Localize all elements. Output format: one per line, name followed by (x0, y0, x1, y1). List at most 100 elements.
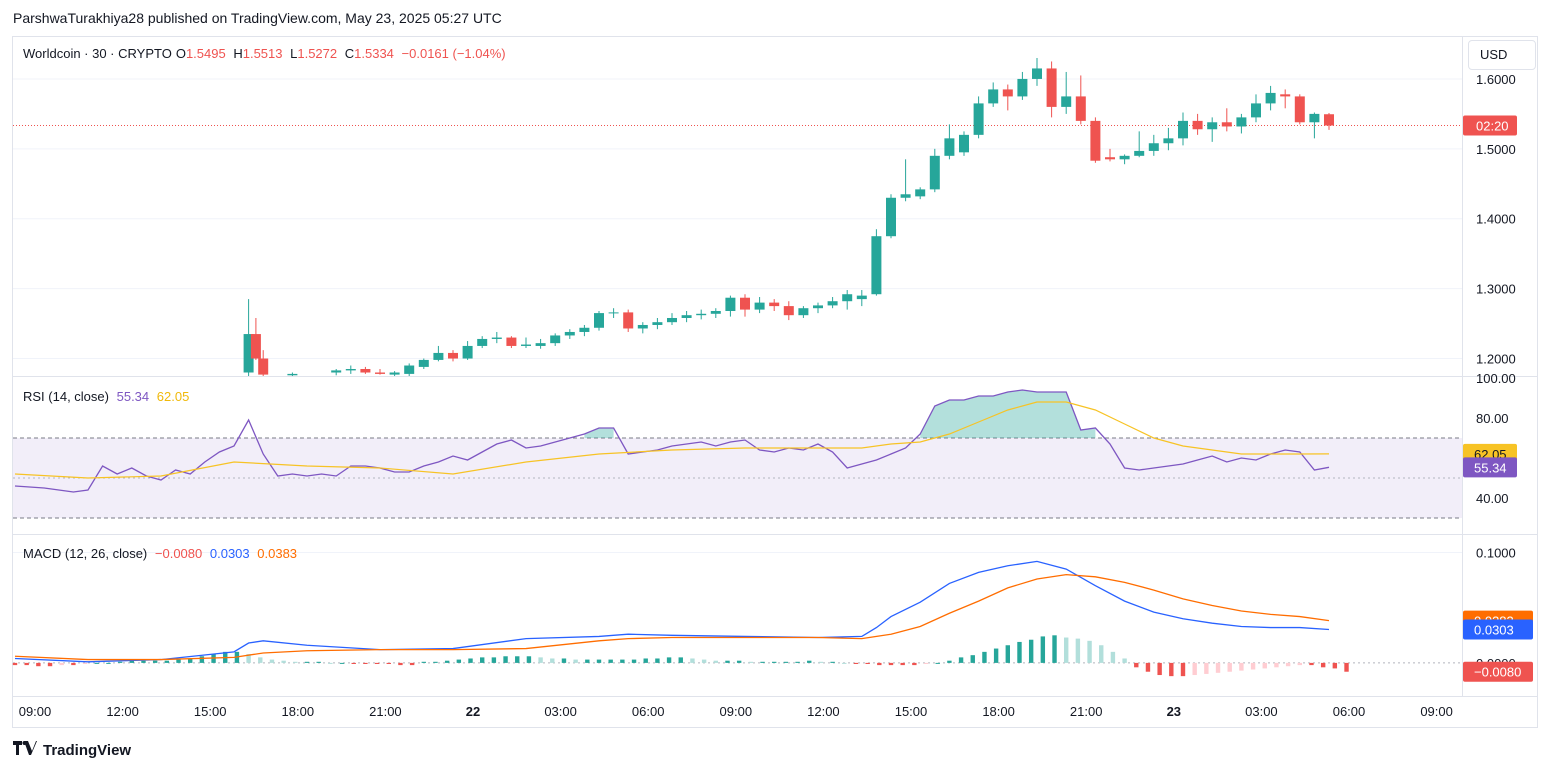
macd-axis-tick: 0.1000 (1476, 546, 1516, 561)
candle-body (579, 327, 590, 332)
candle-body (813, 305, 823, 309)
candle-body (710, 310, 721, 314)
price-candle (1324, 112, 1334, 130)
candle-body (798, 308, 809, 316)
candle-body (1265, 92, 1276, 104)
time-axis-tick: 12:00 (807, 704, 840, 719)
macd-histogram-bar (830, 661, 835, 663)
macd-histogram-bar (281, 660, 286, 663)
countdown-label: 02:20 (1476, 118, 1509, 133)
price-candle (856, 290, 867, 307)
macd-histogram-bar (293, 661, 298, 663)
macd-histogram-bar (316, 661, 321, 663)
candle-body (1251, 103, 1261, 118)
macd-histogram-bar (561, 658, 567, 663)
price-candle (1236, 113, 1247, 134)
macd-histogram-bar (631, 659, 637, 663)
price-candle (250, 317, 261, 360)
symbol-label[interactable]: Worldcoin · 30 · CRYPTO (23, 46, 172, 61)
price-candle (287, 372, 298, 376)
price-candle (491, 331, 502, 344)
macd-hist-value: −0.0080 (154, 546, 203, 561)
time-axis-tick: 12:00 (106, 704, 139, 719)
candle-body (944, 138, 955, 156)
price-candle (1105, 148, 1115, 162)
candle-body (389, 372, 400, 375)
candle-body (1163, 138, 1174, 144)
candle-body (667, 317, 677, 323)
candle-body (1309, 113, 1320, 123)
price-candle (418, 358, 429, 370)
price-candle (973, 96, 984, 139)
price-candle (1134, 131, 1145, 158)
macd-histogram-bar (1075, 638, 1081, 663)
footer-brand-name: TradingView (43, 741, 132, 759)
price-candle (1148, 134, 1159, 156)
candle-body (448, 352, 458, 359)
price-candle (725, 295, 736, 317)
macd-histogram-bar (783, 661, 789, 663)
macd-histogram-bar (725, 660, 730, 663)
macd-histogram-bar (596, 659, 602, 663)
macd-histogram-bar (1262, 662, 1267, 669)
time-axis-tick: 06:00 (632, 704, 665, 719)
candle-body (1119, 155, 1130, 160)
change-value: −0.0161 (−1.04%) (401, 46, 506, 61)
macd-histogram-bar (1122, 658, 1127, 663)
rsi-axis-tick: 100.00 (1476, 371, 1516, 386)
price-candle (1207, 117, 1218, 142)
candle-body (250, 334, 261, 359)
currency-button[interactable]: USD (1468, 40, 1536, 70)
macd-histogram-bar (36, 662, 41, 667)
macd-histogram-bar (491, 657, 497, 663)
price-candle (243, 299, 254, 376)
price-candle (900, 159, 911, 202)
macd-histogram-bar (1192, 662, 1197, 676)
price-candle (813, 302, 823, 314)
time-axis-tick: 03:00 (544, 704, 577, 719)
price-candle (1280, 89, 1291, 109)
high-label: H (233, 46, 243, 61)
candle-body (929, 155, 940, 190)
macd-histogram-bar (1064, 637, 1069, 663)
macd-histogram-bar (1239, 662, 1244, 671)
macd-histogram-bar (374, 662, 380, 664)
macd-histogram-bar (94, 662, 99, 664)
candle-body (345, 369, 356, 371)
price-candle (988, 82, 999, 107)
macd-histogram-bar (643, 658, 648, 663)
rsi-label[interactable]: RSI (14, close) (23, 389, 109, 404)
price-candle (608, 308, 619, 318)
macd-histogram-bar (1297, 662, 1302, 666)
candle-body (375, 372, 385, 374)
candle-body (754, 302, 765, 310)
candle-body (871, 236, 882, 295)
macd-histogram-bar (503, 656, 508, 663)
macd-label[interactable]: MACD (12, 26, close) (23, 546, 148, 561)
price-candle (360, 366, 371, 374)
macd-histogram-bar (1344, 662, 1349, 672)
macd-histogram-bar (515, 656, 520, 663)
macd-histogram-bar (1040, 636, 1046, 663)
candle-body (433, 352, 444, 360)
price-candle (871, 229, 882, 296)
rsi-overbought-fill (584, 428, 614, 438)
time-axis-tick: 09:00 (19, 704, 52, 719)
rsi-line (14, 389, 1330, 493)
candle-body (637, 324, 648, 329)
macd-histogram-bar (328, 662, 333, 664)
candle-body (258, 358, 269, 375)
price-legend: Worldcoin · 30 · CRYPTO O1.5495 H1.5513 L… (23, 46, 510, 61)
price-candle (710, 308, 721, 318)
price-candle (1017, 71, 1028, 100)
candle-body (1134, 150, 1145, 156)
price-candle (462, 341, 473, 360)
time-axis-tick: 09:00 (1420, 704, 1453, 719)
price-candle (375, 369, 385, 375)
candle-body (1061, 96, 1072, 107)
macd-hist-tag-label: −0.0080 (1474, 665, 1521, 680)
price-candle (929, 148, 940, 193)
price-candle (959, 131, 969, 156)
candle-body (915, 189, 926, 197)
